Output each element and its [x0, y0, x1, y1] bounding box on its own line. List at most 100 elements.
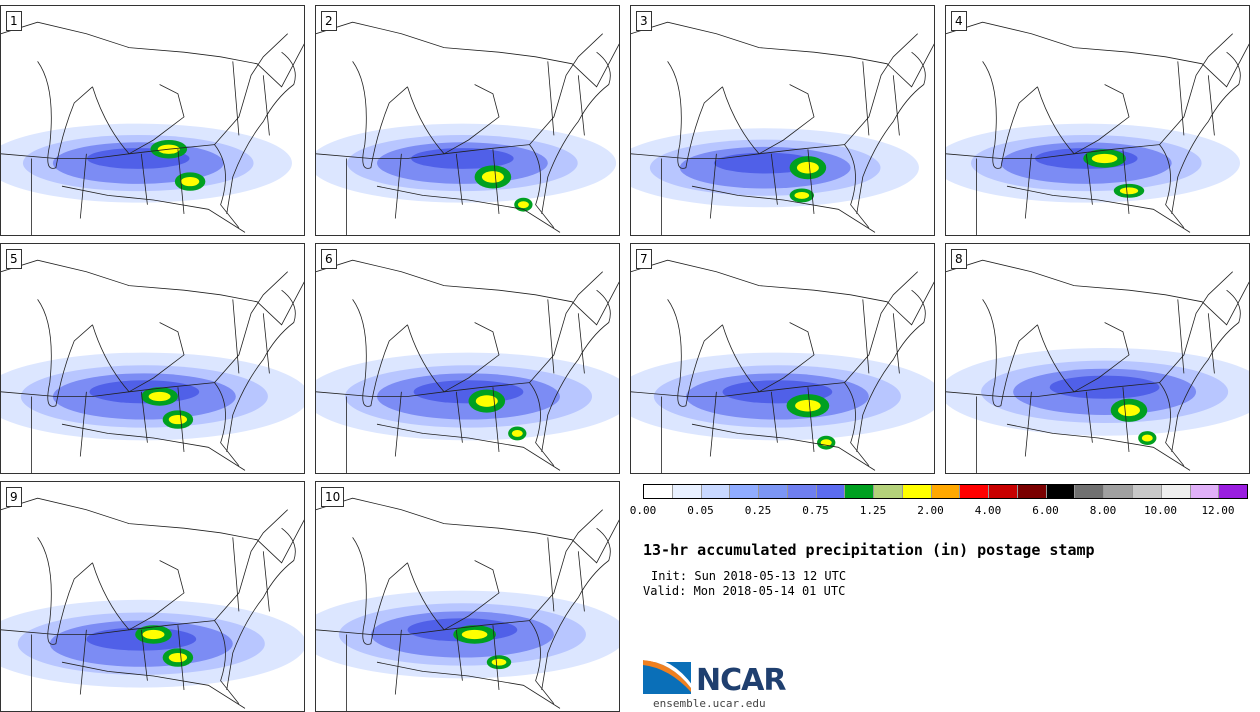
panel-member-label: 4 — [951, 11, 967, 31]
map-border — [976, 149, 1130, 235]
colorbar-swatch — [701, 485, 731, 498]
postage-stamp-panel: 8 — [945, 243, 1250, 474]
colorbar-swatch — [672, 485, 702, 498]
precipitation-map — [946, 21, 1249, 235]
precipitation-map — [1, 497, 304, 711]
map-border — [37, 537, 93, 645]
precipitation-map — [316, 21, 619, 235]
map-border — [946, 21, 1249, 88]
map-border — [92, 84, 185, 155]
precipitation-map — [631, 21, 934, 235]
colorbar-swatch — [1190, 485, 1220, 498]
colorbar-swatch — [1104, 485, 1134, 498]
map-border — [61, 661, 246, 709]
map-border — [316, 497, 619, 564]
map-border — [844, 382, 870, 467]
map-border — [31, 625, 185, 711]
map-border — [547, 61, 585, 136]
map-border — [346, 149, 500, 235]
colorbar-swatch — [1046, 485, 1076, 498]
colorbar-tick-label: 2.00 — [917, 504, 944, 517]
colorbar-swatch — [730, 485, 760, 498]
colorbar-swatch — [845, 485, 875, 498]
colorbar-swatch — [902, 485, 932, 498]
map-border — [352, 61, 408, 169]
map-border — [982, 61, 1038, 169]
precip-max-area — [491, 658, 507, 666]
precipitation-map — [316, 259, 619, 473]
panel-member-label: 7 — [636, 249, 652, 269]
map-border — [352, 299, 408, 407]
precip-area — [413, 380, 524, 404]
postage-stamp-panel: 2 — [315, 5, 620, 236]
map-border — [691, 185, 876, 233]
map-border — [1159, 33, 1233, 145]
map-border — [1, 382, 215, 397]
precipitation-map — [946, 259, 1249, 473]
panel-member-label: 5 — [6, 249, 22, 269]
map-border — [1, 21, 304, 88]
map-border — [667, 299, 723, 407]
map-border — [1159, 144, 1185, 229]
map-border — [214, 33, 288, 145]
map-border — [346, 387, 500, 473]
postage-stamp-panel: 5 — [0, 243, 305, 474]
map-border — [316, 620, 530, 635]
map-border — [946, 144, 1160, 159]
map-border — [661, 387, 815, 473]
panel-member-label: 6 — [321, 249, 337, 269]
map-border — [1, 144, 215, 159]
map-border — [407, 84, 500, 155]
panel-member-label: 9 — [6, 487, 22, 507]
map-border — [1177, 61, 1215, 136]
colorbar-swatch — [931, 485, 961, 498]
map-border — [316, 259, 619, 326]
colorbar-tick-label: 6.00 — [1032, 504, 1059, 517]
map-border — [31, 149, 185, 235]
map-border — [856, 51, 926, 214]
map-border — [1159, 271, 1233, 383]
colorbar-tick-label: 0.00 — [629, 504, 657, 517]
map-border — [232, 537, 270, 612]
map-border — [844, 271, 918, 383]
panel-member-label: 8 — [951, 249, 967, 269]
map-border — [631, 259, 934, 326]
colorbar-tick-label: 0.05 — [687, 504, 714, 517]
precipitation-map — [1, 21, 304, 235]
precip-max-area — [475, 395, 498, 407]
colorbar-swatch — [874, 485, 903, 498]
precip-max-area — [794, 191, 810, 199]
map-border — [1, 497, 304, 564]
precip-max-area — [148, 391, 171, 402]
precip-max-area — [1091, 153, 1118, 164]
plot-title: 13-hr accumulated precipitation (in) pos… — [643, 541, 1095, 559]
precip-max-area — [1141, 434, 1153, 442]
map-border — [1037, 322, 1130, 393]
map-border — [631, 144, 845, 159]
postage-stamp-panel: 4 — [945, 5, 1250, 236]
map-border — [529, 33, 603, 145]
map-border — [346, 625, 500, 711]
map-border — [976, 387, 1130, 473]
site-url: ensemble.ucar.edu — [653, 697, 766, 710]
panel-member-label: 3 — [636, 11, 652, 31]
init-time: Init: Sun 2018-05-13 12 UTC — [651, 569, 847, 583]
map-border — [1171, 51, 1241, 214]
postage-stamp-panel: 10 — [315, 481, 620, 712]
map-border — [61, 423, 246, 471]
map-border — [529, 620, 555, 705]
map-border — [1177, 299, 1215, 374]
map-border — [1159, 382, 1185, 467]
colorbar-tick-label: 8.00 — [1089, 504, 1117, 517]
map-border — [631, 21, 934, 88]
map-border — [352, 537, 408, 645]
precip-area — [1049, 375, 1160, 399]
map-border — [316, 144, 530, 159]
map-border — [856, 289, 926, 452]
map-border — [232, 61, 270, 136]
map-border — [541, 527, 611, 690]
map-border — [92, 322, 185, 393]
valid-time: Valid: Mon 2018-05-14 01 UTC — [643, 584, 846, 598]
map-border — [529, 271, 603, 383]
map-border — [1, 259, 304, 326]
